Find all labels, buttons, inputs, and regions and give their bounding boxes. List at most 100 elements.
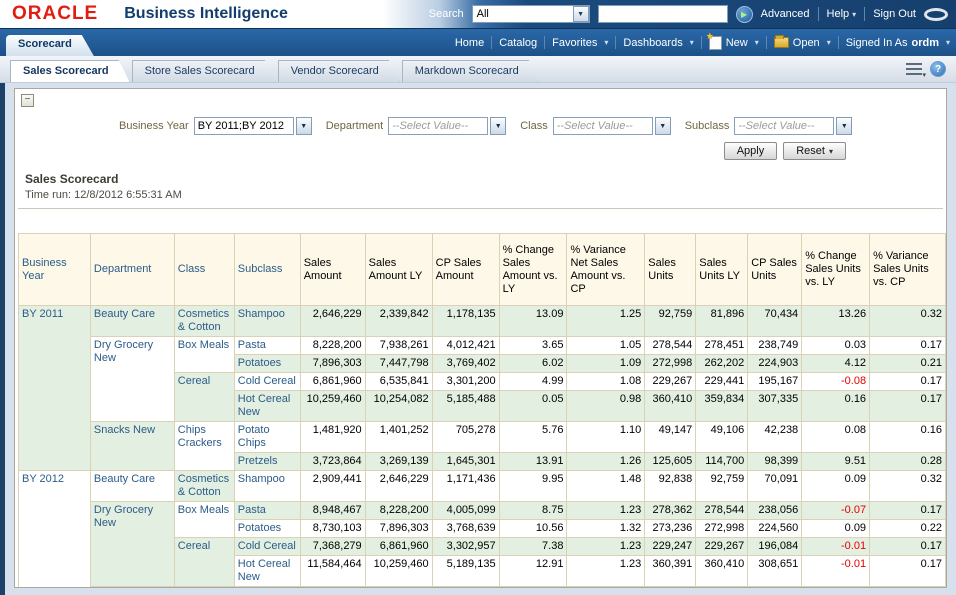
apply-button[interactable]: Apply [723,142,778,160]
dim-cell[interactable]: Cold Cereal [233,372,301,391]
value-cell: 0.28 [869,452,946,471]
nav-new[interactable]: New▾ [706,31,759,50]
value-cell: 1.23 [566,555,646,587]
value-cell: 4,005,099 [431,501,500,520]
value-cell: 7,896,303 [299,354,366,373]
value-cell: 5.76 [498,421,568,453]
value-cell: 0.16 [869,586,946,587]
sign-out-link[interactable]: Sign Out [873,8,916,20]
dim-cell[interactable]: BY 2011 [18,305,91,471]
prompt-value-field[interactable]: --Select Value-- [388,117,489,135]
help-icon[interactable]: ? [930,61,946,77]
value-cell: 7.38 [498,537,568,556]
page-options-icon[interactable] [906,63,926,79]
app-title: Business Intelligence [124,5,288,22]
dim-cell[interactable]: Dry Grocery New [89,336,175,422]
divider [491,36,493,49]
dashboard-tab-0[interactable]: Sales Scorecard [10,60,130,82]
value-cell: 10,259,460 [364,555,433,587]
value-cell: 1.09 [566,354,646,373]
value-cell: 9.51 [801,452,871,471]
dim-cell[interactable]: Beauty Care [89,470,175,502]
dim-cell[interactable]: Cosmetics & Cotton [173,305,235,337]
value-cell: 0.16 [801,390,871,422]
dim-cell[interactable]: Cosmetics & Cotton [173,470,235,502]
dashboard-tab-2[interactable]: Vendor Scorecard [278,60,400,82]
value-cell: 5,185,488 [431,390,500,422]
value-cell: 5,189,135 [431,555,500,587]
value-cell: 13.09 [498,305,568,337]
dim-cell[interactable]: BY 2012 [18,470,91,587]
dim-cell[interactable]: Potato Chips [233,421,301,453]
help-menu[interactable]: Help ▾ [826,8,857,20]
dashboard-tab-1[interactable]: Store Sales Scorecard [132,60,276,82]
nav-dashboards[interactable]: Dashboards ▾ [623,36,694,49]
dim-cell[interactable]: Cereal [173,372,235,422]
nav-favorites[interactable]: Favorites ▾ [552,36,609,49]
search-go-icon[interactable]: ▶ [735,5,753,23]
dim-cell[interactable]: Pasta [233,336,301,355]
dim-cell[interactable]: Shampoo [233,470,301,502]
module-tab-scorecard[interactable]: Scorecard [6,35,94,56]
value-cell: 1.08 [566,372,646,391]
dim-cell[interactable]: Snacks New [89,586,175,587]
value-cell: 1.05 [566,336,646,355]
prompt-value-field[interactable]: --Select Value-- [552,117,653,135]
dim-cell[interactable]: Snacks New [89,421,175,471]
chevron-down-icon[interactable]: ▼ [572,6,589,22]
chevron-down-icon[interactable]: ▼ [654,117,671,135]
collapse-section-button[interactable]: − [21,94,34,107]
search-input[interactable] [597,5,728,23]
dim-cell[interactable]: Potato Chips [233,586,301,587]
dim-cell[interactable]: Hot Cereal New [233,390,301,422]
search-label: Search [428,8,464,20]
chevron-down-icon[interactable]: ▼ [836,117,853,135]
dim-cell[interactable]: Shampoo [233,305,301,337]
search-scope-select[interactable]: All ▼ [471,5,590,23]
divider [864,7,866,21]
column-header[interactable]: Subclass [233,233,301,306]
table-row: BY 2012 Beauty Care Cosmetics & Cotton Sham… [18,470,946,587]
value-cell: 92,759 [695,470,749,502]
dim-cell[interactable]: Potatoes [233,354,301,373]
dim-cell[interactable]: Chips Crackers [173,586,235,587]
dim-cell[interactable]: Box Meals [173,501,235,538]
column-header[interactable]: Department [89,233,175,306]
advanced-link[interactable]: Advanced [760,8,810,20]
column-header[interactable]: Business Year [18,233,91,306]
prompt-value-field[interactable]: BY 2011;BY 2012 [193,117,294,135]
value-cell: 273,236 [644,519,697,538]
dim-cell[interactable]: Potatoes [233,519,301,538]
nav-home[interactable]: Home [454,36,485,49]
chevron-down-icon[interactable]: ▼ [295,117,312,135]
dim-cell[interactable]: Pasta [233,501,301,520]
column-header: % Variance Sales Units vs. CP [869,233,946,306]
reset-button[interactable]: Reset ▾ [783,142,846,160]
divider [765,36,767,49]
dim-cell[interactable]: Cereal [173,537,235,587]
value-cell: 229,247 [644,537,697,556]
value-cell: 92,838 [644,470,697,502]
dim-cell[interactable]: Beauty Care [89,305,175,337]
report-title: Sales Scorecard [25,172,119,186]
value-cell: 6.02 [498,354,568,373]
value-cell: 2,646,229 [299,305,366,337]
signed-in-menu[interactable]: Signed In As ordm ▾ [845,36,950,49]
dim-cell[interactable]: Hot Cereal New [233,555,301,587]
dashboard-tab-3[interactable]: Markdown Scorecard [402,60,540,82]
value-cell: 6,535,841 [364,372,433,391]
divider [817,7,819,21]
dim-cell[interactable]: Box Meals [173,336,235,373]
dim-cell[interactable]: Pretzels [233,452,301,471]
brand-bar: ORACLE Business Intelligence Search All … [0,0,956,29]
dim-cell[interactable]: Cold Cereal [233,537,301,556]
nav-catalog[interactable]: Catalog [499,36,538,49]
chevron-down-icon[interactable]: ▼ [490,117,507,135]
prompt-value-field[interactable]: --Select Value-- [734,117,835,135]
column-header[interactable]: Class [173,233,235,306]
dim-cell[interactable]: Chips Crackers [173,421,235,471]
nav-open[interactable]: Open ▾ [773,35,831,49]
value-cell: 229,441 [695,372,749,391]
prompt-label: Department [325,120,384,132]
dim-cell[interactable]: Dry Grocery New [89,501,175,587]
